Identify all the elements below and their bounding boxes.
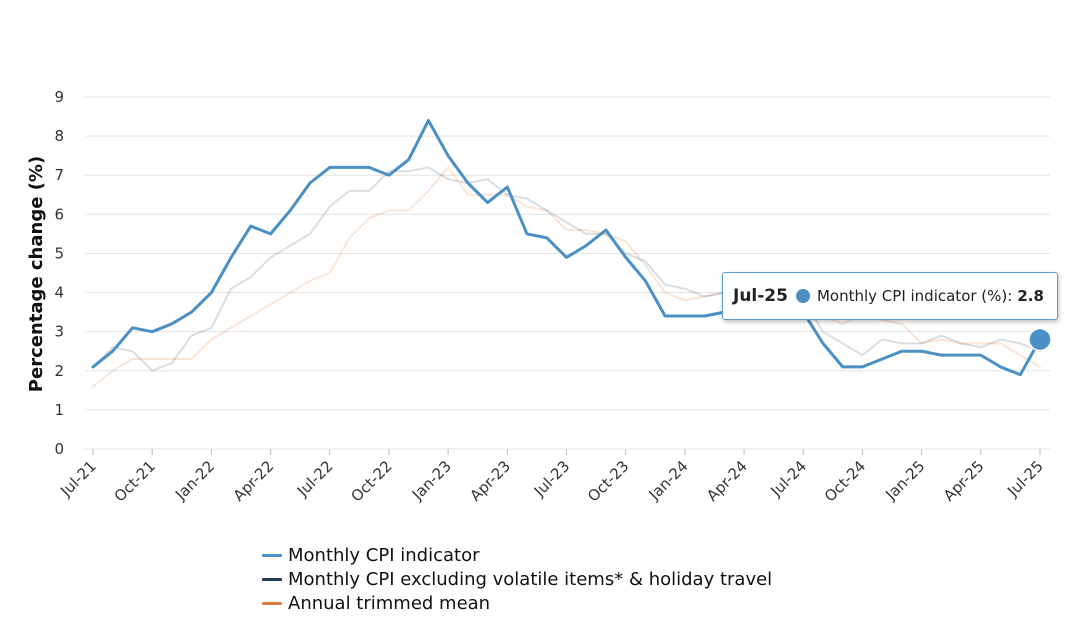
x-tick-label: Jul-25 bbox=[1003, 457, 1047, 501]
legend-label: Monthly CPI excluding volatile items* & … bbox=[288, 568, 773, 590]
legend: Monthly CPI indicator Monthly CPI exclud… bbox=[262, 543, 772, 615]
y-tick-label: 5 bbox=[54, 244, 64, 262]
y-tick-label: 1 bbox=[54, 401, 64, 419]
y-tick-label: 2 bbox=[54, 362, 64, 380]
tooltip-series-label: Monthly CPI indicator (%): bbox=[816, 287, 1013, 305]
hover-point[interactable] bbox=[1028, 327, 1052, 352]
y-tick-label: 6 bbox=[54, 205, 64, 223]
x-tick-label: Oct-21 bbox=[111, 457, 159, 505]
x-tick-label: Jul-22 bbox=[293, 457, 337, 501]
x-tick-label: Oct-22 bbox=[347, 457, 395, 505]
legend-label: Monthly CPI indicator bbox=[288, 544, 480, 566]
y-tick-label: 7 bbox=[54, 166, 64, 184]
legend-swatch bbox=[262, 577, 282, 581]
legend-label: Annual trimmed mean bbox=[288, 592, 491, 614]
legend-swatch bbox=[262, 553, 282, 557]
series-line-0[interactable] bbox=[91, 119, 1042, 377]
tooltip-value: 2.8 bbox=[1017, 287, 1044, 305]
x-tick-label: Jul-24 bbox=[767, 457, 811, 501]
y-axis-label: Percentage change (%) bbox=[26, 156, 47, 392]
y-tick-label: 3 bbox=[54, 323, 64, 341]
tooltip-date: Jul-25 bbox=[733, 286, 788, 306]
x-tick-label: Jan-22 bbox=[171, 457, 218, 504]
x-tick-label: Apr-25 bbox=[940, 457, 988, 505]
x-tick-label: Jul-21 bbox=[56, 457, 100, 501]
legend-item-monthly-cpi[interactable]: Monthly CPI indicator bbox=[262, 543, 772, 567]
x-axis: Jul-21 Oct-21 Jan-22 Apr-22 Jul-22 Oct-22 Jan-… bbox=[56, 449, 1047, 505]
x-tick-label: Oct-23 bbox=[584, 457, 632, 505]
series-line-1[interactable] bbox=[92, 166, 1041, 372]
x-tick-label: Oct-24 bbox=[821, 457, 869, 505]
hover-marker bbox=[1028, 327, 1052, 352]
x-tick-label: Jul-23 bbox=[530, 457, 574, 501]
y-tick-label: 8 bbox=[54, 127, 64, 145]
y-tick-label: 4 bbox=[54, 284, 64, 302]
y-tick-label: 9 bbox=[54, 88, 64, 106]
legend-item-cpi-excluding-volatile[interactable]: Monthly CPI excluding volatile items* & … bbox=[262, 567, 772, 591]
legend-swatch bbox=[262, 601, 282, 605]
y-axis: 0 1 2 3 4 5 6 7 8 9 bbox=[54, 88, 64, 458]
tooltip: Jul-25 Monthly CPI indicator (%): 2.8 bbox=[722, 272, 1058, 320]
legend-item-trimmed-mean[interactable]: Annual trimmed mean bbox=[262, 591, 772, 615]
x-tick-label: Apr-24 bbox=[703, 457, 751, 505]
grid-lines bbox=[85, 96, 1050, 450]
x-tick-label: Jan-25 bbox=[881, 457, 928, 504]
x-tick-label: Jan-24 bbox=[645, 457, 692, 504]
tooltip-series-dot bbox=[795, 289, 810, 303]
x-tick-label: Apr-22 bbox=[230, 457, 278, 505]
y-tick-label: 0 bbox=[54, 440, 64, 458]
x-tick-label: Apr-23 bbox=[466, 457, 514, 505]
x-tick-label: Jan-23 bbox=[408, 457, 455, 504]
